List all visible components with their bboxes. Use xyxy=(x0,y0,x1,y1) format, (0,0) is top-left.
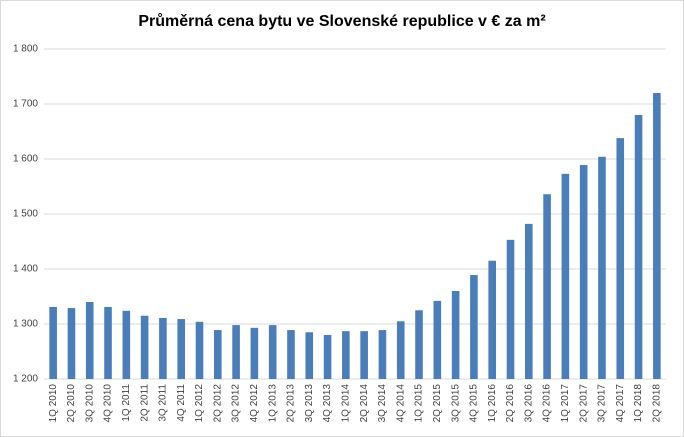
x-tick-label: 3Q 2016 xyxy=(523,384,534,423)
x-tick-label: 2Q 2013 xyxy=(286,384,297,423)
bar xyxy=(122,310,131,379)
bar xyxy=(342,331,350,379)
x-tick-label: 1Q 2010 xyxy=(48,384,59,423)
bar xyxy=(506,239,515,379)
y-tick-label: 1 400 xyxy=(13,264,38,275)
y-tick-label: 1 700 xyxy=(13,99,38,110)
bar xyxy=(140,315,149,379)
y-tick-label: 1 200 xyxy=(13,374,38,385)
bar xyxy=(213,330,222,379)
bar xyxy=(616,138,625,379)
x-tick-label: 4Q 2015 xyxy=(469,384,480,423)
x-tick-label: 1Q 2015 xyxy=(414,384,425,423)
x-tick-label: 4Q 2010 xyxy=(103,384,114,423)
bar xyxy=(653,93,661,379)
bar xyxy=(360,331,368,379)
bar xyxy=(177,319,186,379)
y-tick-label: 1 600 xyxy=(13,154,38,165)
x-tick-label: 2Q 2012 xyxy=(212,384,223,423)
bar xyxy=(305,332,314,379)
x-tick-label: 1Q 2017 xyxy=(560,384,571,423)
x-tick-label: 1Q 2011 xyxy=(121,384,132,422)
bar xyxy=(159,317,167,379)
x-tick-label: 4Q 2017 xyxy=(615,384,626,423)
x-tick-label: 1Q 2016 xyxy=(487,384,498,423)
bar xyxy=(634,115,643,379)
chart-title: Průměrná cena bytu ve Slovenské republic… xyxy=(138,13,545,30)
x-tick-label: 4Q 2016 xyxy=(542,384,553,423)
x-tick-label: 3Q 2010 xyxy=(84,384,95,423)
x-tick-label: 2Q 2017 xyxy=(578,384,589,423)
x-tick-label: 2Q 2010 xyxy=(66,384,77,423)
y-tick-label: 1 800 xyxy=(13,44,38,55)
x-tick-label: 4Q 2014 xyxy=(395,384,406,423)
x-tick-label: 1Q 2013 xyxy=(267,384,278,423)
bar xyxy=(543,194,551,379)
bar xyxy=(378,330,387,379)
bar xyxy=(451,291,460,379)
bar xyxy=(268,325,277,379)
x-tick-label: 4Q 2012 xyxy=(249,384,260,423)
x-tick-label: 4Q 2013 xyxy=(322,384,333,423)
bar xyxy=(433,300,442,379)
x-tick-label: 3Q 2013 xyxy=(304,384,315,423)
x-tick-label: 1Q 2014 xyxy=(340,384,351,423)
y-tick-label: 1 500 xyxy=(13,209,38,220)
bar xyxy=(323,335,332,379)
bar xyxy=(49,306,57,379)
y-tick-label: 1 300 xyxy=(13,319,38,330)
bar xyxy=(579,165,588,379)
bar xyxy=(104,306,112,379)
bar xyxy=(415,310,423,379)
bar xyxy=(561,173,570,379)
x-tick-label: 3Q 2011 xyxy=(158,384,169,422)
x-tick-label: 2Q 2016 xyxy=(505,384,516,423)
bar xyxy=(250,327,259,379)
x-tick-label: 4Q 2011 xyxy=(176,384,187,422)
bar xyxy=(85,302,94,379)
x-tick-label: 1Q 2012 xyxy=(194,384,205,423)
bar xyxy=(287,330,295,379)
x-tick-label: 2Q 2015 xyxy=(432,384,443,423)
bar xyxy=(470,275,478,379)
bar xyxy=(598,156,606,379)
bar xyxy=(67,308,76,379)
bar xyxy=(232,325,240,379)
x-tick-label: 2Q 2018 xyxy=(651,384,662,423)
x-tick-label: 3Q 2017 xyxy=(597,384,608,423)
bar xyxy=(195,321,204,379)
x-tick-label: 1Q 2018 xyxy=(633,384,644,423)
x-tick-label: 2Q 2011 xyxy=(139,384,150,422)
bar xyxy=(488,260,497,379)
bar xyxy=(524,223,533,379)
bar xyxy=(396,321,405,379)
x-tick-label: 3Q 2014 xyxy=(377,384,388,423)
x-tick-label: 3Q 2012 xyxy=(231,384,242,423)
x-tick-label: 3Q 2015 xyxy=(450,384,461,423)
x-tick-label: 2Q 2014 xyxy=(359,384,370,423)
